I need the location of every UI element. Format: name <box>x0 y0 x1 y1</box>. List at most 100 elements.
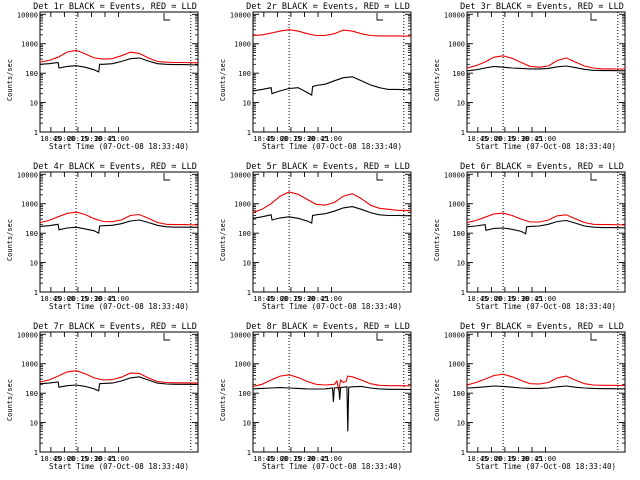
chart-panel: Det 1r BLACK = Events, RED = LLD 1 10 100 10… <box>6 2 199 151</box>
x-tick-label: 18:45 <box>467 295 488 303</box>
y-axis-label: Counts/sec <box>433 59 441 101</box>
y-tick-label: 1000 <box>234 361 251 369</box>
y-tick-label: 10 <box>30 420 38 428</box>
y-tick-label: 1000 <box>448 361 465 369</box>
y-tick-label: 10000 <box>444 11 465 19</box>
y-axis-label: Counts/sec <box>6 219 14 261</box>
x-axis-label: Start Time (07-Oct-08 18:33:40) <box>49 142 189 151</box>
y-axis-label: Counts/sec <box>219 59 227 101</box>
y-tick-label: 100 <box>452 70 465 78</box>
x-tick-label: 18:45 <box>253 295 274 303</box>
chart-panel: Det 3r BLACK = Events, RED = LLD 1 10 100 10… <box>433 2 626 151</box>
y-tick-label: 10000 <box>230 331 251 339</box>
x-tick-label: 21:00 <box>321 455 342 463</box>
y-tick-label: 1 <box>247 289 251 297</box>
y-axis-label: Counts/sec <box>433 379 441 421</box>
plot-frame <box>39 11 199 133</box>
x-tick-label: 20:15 <box>494 455 515 463</box>
x-tick-label: 21:00 <box>321 135 342 143</box>
x-tick-label: 20:45 <box>521 135 542 143</box>
y-tick-label: 10 <box>243 260 251 268</box>
y-tick-label: 10 <box>457 420 465 428</box>
chart-title: Det 7r BLACK = Events, RED = LLD <box>33 322 197 332</box>
plot-frame <box>466 331 626 453</box>
x-tick-label: 20:30 <box>294 455 315 463</box>
chart-title: Det 5r BLACK = Events, RED = LLD <box>246 162 410 172</box>
x-tick-label: 21:00 <box>108 455 129 463</box>
y-tick-label: 1 <box>34 289 38 297</box>
plot-frame <box>466 11 626 133</box>
x-tick-label: 21:00 <box>535 135 556 143</box>
x-tick-label: 21:00 <box>321 295 342 303</box>
x-tick-label: 20:30 <box>294 295 315 303</box>
series-line-events <box>466 385 626 390</box>
y-axis-label: Counts/sec <box>219 379 227 421</box>
y-tick-label: 1 <box>34 129 38 137</box>
y-tick-label: 100 <box>452 390 465 398</box>
y-tick-label: 10000 <box>17 171 38 179</box>
x-tick-label: 20:00 <box>267 295 288 303</box>
x-tick-label: 21:00 <box>108 295 129 303</box>
series-line-events <box>39 376 199 392</box>
y-axis-label: Counts/sec <box>219 219 227 261</box>
chart-panel: Det 5r BLACK = Events, RED = LLD 1 10 100 10… <box>219 162 412 311</box>
x-tick-label: 20:00 <box>54 455 75 463</box>
x-tick-label: 18:45 <box>253 135 274 143</box>
x-axis-label: Start Time (07-Oct-08 18:33:40) <box>476 302 616 311</box>
y-tick-label: 1 <box>461 289 465 297</box>
corner-marker <box>590 13 597 21</box>
x-tick-label: 20:15 <box>494 135 515 143</box>
corner-marker <box>590 173 597 181</box>
chart-title: Det 6r BLACK = Events, RED = LLD <box>460 162 624 172</box>
y-axis-label: Counts/sec <box>6 379 14 421</box>
x-tick-label: 18:45 <box>467 455 488 463</box>
x-tick-label: 20:30 <box>81 295 102 303</box>
x-tick-label: 20:30 <box>294 135 315 143</box>
chart-title: Det 8r BLACK = Events, RED = LLD <box>246 322 410 332</box>
x-tick-label: 18:45 <box>40 295 61 303</box>
x-tick-label: 21:00 <box>535 295 556 303</box>
corner-marker <box>590 333 597 341</box>
chart-panel: Det 9r BLACK = Events, RED = LLD 1 10 100 10… <box>433 322 626 471</box>
chart-title: Det 3r BLACK = Events, RED = LLD <box>460 2 624 12</box>
y-tick-label: 10000 <box>444 171 465 179</box>
series-line-events <box>466 219 626 235</box>
x-tick-label: 21:00 <box>108 135 129 143</box>
x-tick-label: 20:45 <box>94 455 115 463</box>
chart-title: Det 4r BLACK = Events, RED = LLD <box>33 162 197 172</box>
x-tick-label: 20:00 <box>267 455 288 463</box>
y-tick-label: 100 <box>238 230 251 238</box>
x-tick-label: 20:45 <box>521 295 542 303</box>
series-line-lld <box>466 55 626 70</box>
x-tick-label: 20:15 <box>67 135 88 143</box>
y-tick-label: 10000 <box>230 171 251 179</box>
chart-title: Det 1r BLACK = Events, RED = LLD <box>33 2 197 12</box>
x-axis-label: Start Time (07-Oct-08 18:33:40) <box>476 142 616 151</box>
y-tick-label: 1000 <box>21 41 38 49</box>
corner-marker <box>376 173 383 181</box>
chart-panel: Det 8r BLACK = Events, RED = LLD 1 10 100 10… <box>219 322 412 471</box>
x-tick-label: 20:00 <box>267 135 288 143</box>
y-tick-label: 10000 <box>17 331 38 339</box>
x-axis-label: Start Time (07-Oct-08 18:33:40) <box>262 302 402 311</box>
y-tick-label: 1 <box>461 129 465 137</box>
y-tick-label: 100 <box>25 230 38 238</box>
plot-frame <box>252 11 412 133</box>
plot-frame <box>252 331 412 453</box>
series-line-lld <box>39 211 199 226</box>
x-tick-label: 20:45 <box>307 455 328 463</box>
y-tick-label: 1000 <box>448 201 465 209</box>
x-axis-label: Start Time (07-Oct-08 18:33:40) <box>262 462 402 471</box>
series-line-lld <box>252 29 412 37</box>
x-tick-label: 18:45 <box>467 135 488 143</box>
y-tick-label: 10 <box>457 100 465 108</box>
y-tick-label: 10 <box>30 260 38 268</box>
series-line-events <box>466 65 626 72</box>
y-tick-label: 1000 <box>234 41 251 49</box>
y-tick-label: 1 <box>247 449 251 457</box>
series-line-lld <box>466 212 626 226</box>
x-tick-label: 20:45 <box>94 135 115 143</box>
corner-marker <box>163 333 170 341</box>
x-tick-label: 20:15 <box>280 295 301 303</box>
